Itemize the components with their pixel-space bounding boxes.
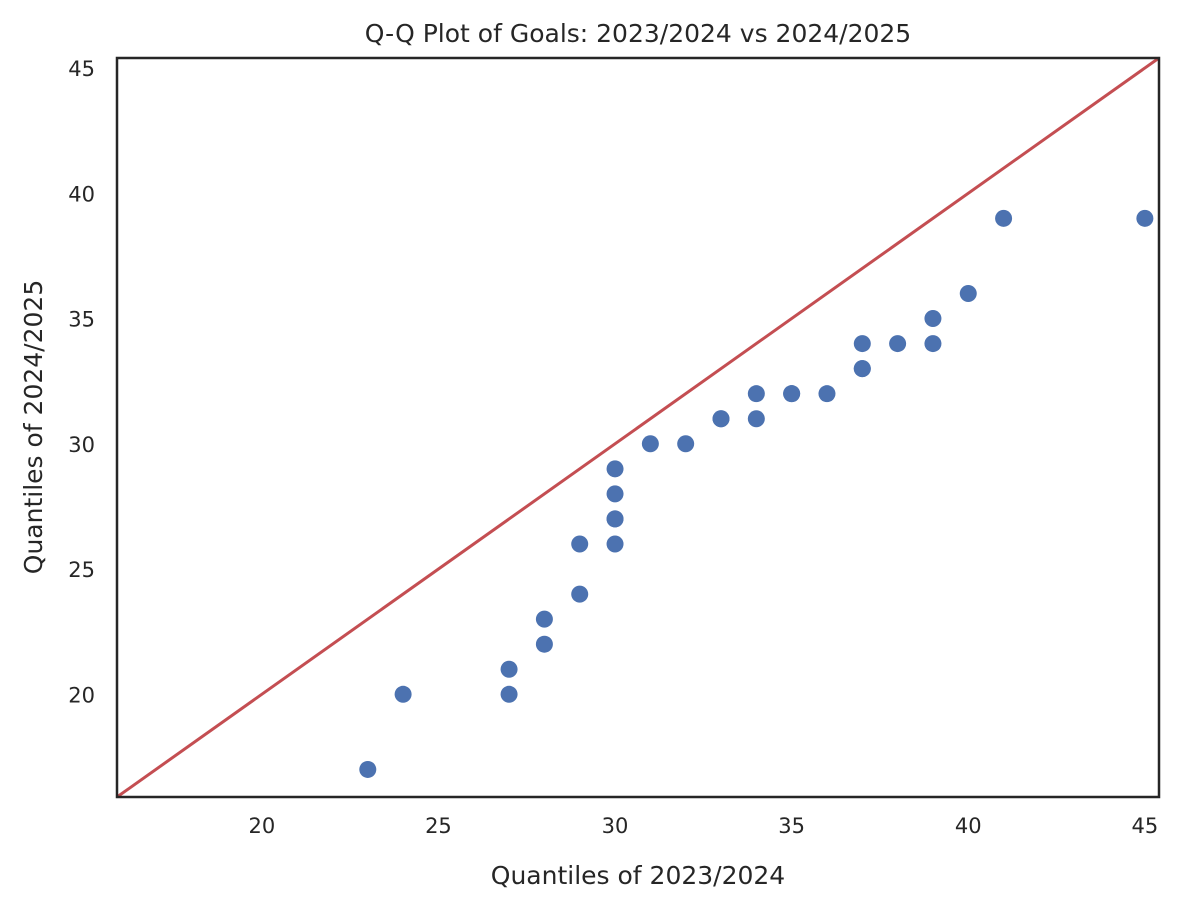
data-point (606, 510, 624, 528)
plot-frame (115, 56, 1161, 799)
data-point (995, 209, 1013, 227)
data-point (606, 485, 624, 503)
data-point (747, 385, 765, 403)
data-point (959, 284, 977, 302)
data-point (641, 435, 659, 453)
data-point (818, 385, 836, 403)
chart-title: Q-Q Plot of Goals: 2023/2024 vs 2024/202… (365, 19, 911, 48)
x-tick-labels: 20 25 30 35 40 45 (248, 814, 1158, 838)
data-point (606, 460, 624, 478)
y-tick-label: 35 (68, 308, 95, 332)
y-tick-label: 40 (68, 182, 95, 206)
data-point (571, 585, 589, 603)
data-point (359, 760, 377, 778)
x-tick-label: 30 (602, 814, 629, 838)
data-point (500, 685, 518, 703)
y-tick-labels: 20 25 30 35 40 45 (68, 57, 95, 707)
y-tick-label: 20 (68, 683, 95, 707)
data-point (1136, 209, 1154, 227)
data-point (535, 610, 553, 628)
data-point (500, 660, 518, 678)
data-point (783, 385, 801, 403)
y-axis-title: Quantiles of 2024/2025 (19, 280, 48, 574)
reference-line-layer (116, 56, 1160, 799)
data-point (606, 535, 624, 553)
data-point (853, 360, 871, 378)
reference-line-y-equals-x (116, 56, 1160, 799)
x-tick-label: 25 (425, 814, 452, 838)
data-point (535, 635, 553, 653)
data-point (571, 535, 589, 553)
data-point (853, 335, 871, 353)
data-point (924, 310, 942, 328)
data-point (924, 335, 942, 353)
x-tick-label: 45 (1132, 814, 1159, 838)
plot-area (116, 56, 1160, 799)
data-point (677, 435, 695, 453)
y-tick-label: 30 (68, 433, 95, 457)
x-tick-label: 20 (248, 814, 275, 838)
points-layer (359, 209, 1154, 778)
x-axis-title: Quantiles of 2023/2024 (491, 861, 785, 890)
data-point (712, 410, 730, 428)
y-tick-label: 45 (68, 57, 95, 81)
y-tick-label: 25 (68, 558, 95, 582)
x-tick-label: 40 (955, 814, 982, 838)
data-point (394, 685, 412, 703)
data-point (747, 410, 765, 428)
x-tick-label: 35 (778, 814, 805, 838)
data-point (889, 335, 907, 353)
